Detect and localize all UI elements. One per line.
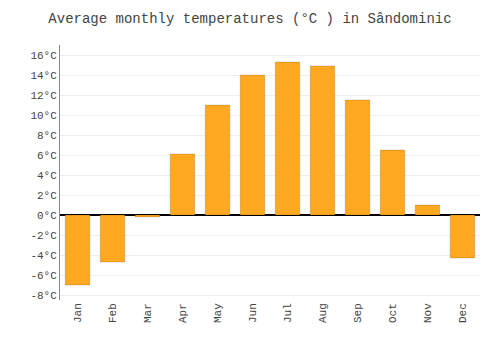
svg-text:Sep: Sep bbox=[352, 303, 364, 323]
svg-text:-4°C: -4°C bbox=[30, 250, 57, 262]
svg-text:-2°C: -2°C bbox=[30, 230, 57, 242]
svg-text:4°C: 4°C bbox=[37, 170, 57, 182]
svg-text:16°C: 16°C bbox=[30, 50, 57, 62]
svg-text:-6°C: -6°C bbox=[30, 270, 57, 282]
svg-text:Average monthly temperatures (: Average monthly temperatures (°C ) in Sâ… bbox=[48, 11, 451, 27]
svg-text:-8°C: -8°C bbox=[30, 290, 57, 302]
svg-text:Mar: Mar bbox=[142, 303, 154, 323]
svg-text:Dec: Dec bbox=[457, 303, 469, 323]
svg-text:Jun: Jun bbox=[247, 303, 259, 323]
svg-text:Aug: Aug bbox=[317, 303, 329, 323]
svg-text:May: May bbox=[212, 303, 224, 323]
svg-text:0°C: 0°C bbox=[37, 210, 57, 222]
svg-text:2°C: 2°C bbox=[37, 190, 57, 202]
svg-text:8°C: 8°C bbox=[37, 130, 57, 142]
svg-text:14°C: 14°C bbox=[30, 70, 57, 82]
svg-text:Apr: Apr bbox=[177, 303, 189, 323]
svg-text:Jul: Jul bbox=[282, 303, 294, 323]
svg-text:Feb: Feb bbox=[107, 303, 119, 323]
svg-text:12°C: 12°C bbox=[30, 90, 57, 102]
svg-text:Jan: Jan bbox=[72, 303, 84, 323]
svg-text:Nov: Nov bbox=[422, 303, 434, 323]
svg-text:Oct: Oct bbox=[387, 303, 399, 323]
svg-text:6°C: 6°C bbox=[37, 150, 57, 162]
svg-text:10°C: 10°C bbox=[30, 110, 57, 122]
